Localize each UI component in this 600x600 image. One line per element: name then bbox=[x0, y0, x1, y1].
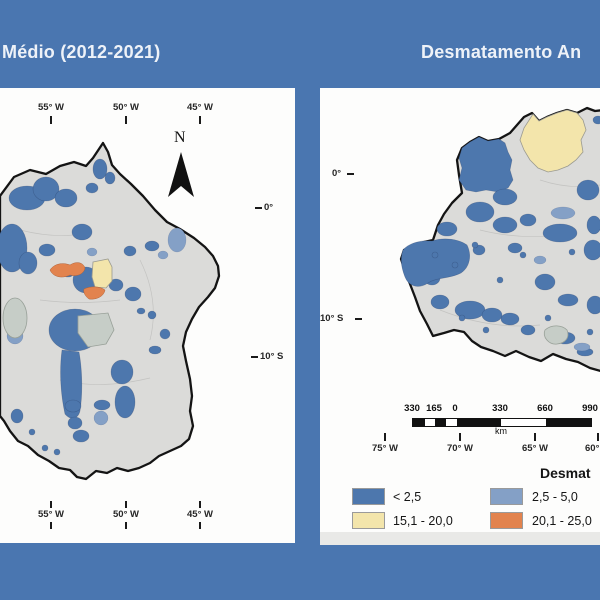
left-lat-label-10s: 10° S bbox=[260, 351, 284, 362]
scale-bar-segment bbox=[435, 419, 446, 426]
legend-label-25-50: 2,5 - 5,0 bbox=[532, 490, 578, 504]
right-bottom-tick-60w bbox=[597, 433, 599, 441]
left-bottom-lon-45w: 45° W bbox=[187, 509, 213, 520]
right-map-class-polygons bbox=[400, 109, 600, 357]
left-bottom-ticktop-50w bbox=[125, 501, 127, 508]
left-bottom-lon-55w: 55° W bbox=[38, 509, 64, 520]
left-bottom-ticktop-45w bbox=[199, 501, 201, 508]
scale-number-0: 0 bbox=[452, 403, 458, 414]
legend-swatch-151-200 bbox=[352, 512, 385, 529]
right-bottom-lon-65w: 65° W bbox=[522, 443, 548, 454]
left-top-lon-50w: 50° W bbox=[113, 102, 139, 113]
left-top-tick-45w bbox=[199, 116, 201, 124]
legend-label-lt25: < 2,5 bbox=[393, 490, 422, 504]
scale-unit-label: km bbox=[495, 426, 507, 436]
right-map bbox=[399, 106, 600, 373]
legend-swatch-201-250 bbox=[490, 512, 523, 529]
left-top-tick-50w bbox=[125, 116, 127, 124]
north-label: N bbox=[174, 129, 186, 146]
right-bottom-tick-70w bbox=[459, 433, 461, 441]
legend-title: Desmat bbox=[540, 465, 591, 481]
legend-label-151-200: 15,1 - 20,0 bbox=[393, 514, 453, 528]
left-bottom-ticktop-55w bbox=[50, 501, 52, 508]
scale-bar-segment bbox=[546, 419, 591, 426]
scale-number-330b: 330 bbox=[492, 403, 508, 414]
scale-bar bbox=[412, 418, 592, 427]
right-map-title: Desmatamento An bbox=[421, 42, 582, 62]
right-bottom-lon-70w: 70° W bbox=[447, 443, 473, 454]
scale-bar-segment bbox=[456, 419, 501, 426]
right-bottom-lon-60w: 60° W bbox=[585, 443, 600, 454]
left-map bbox=[0, 141, 221, 481]
left-top-lon-55w: 55° W bbox=[38, 102, 64, 113]
left-lat-tick-10s bbox=[251, 356, 258, 358]
right-lat-tick-10s bbox=[355, 318, 362, 320]
scale-number-990: 990 bbox=[582, 403, 598, 414]
left-top-tick-55w bbox=[50, 116, 52, 124]
scale-number-660: 660 bbox=[537, 403, 553, 414]
right-bottom-lon-75w: 75° W bbox=[372, 443, 398, 454]
scale-bar-segment bbox=[413, 419, 425, 426]
legend-label-201-250: 20,1 - 25,0 bbox=[532, 514, 592, 528]
right-lat-label-10s: 10° S bbox=[320, 313, 344, 324]
legend-swatch-25-50 bbox=[490, 488, 523, 505]
right-bottom-tick-75w bbox=[384, 433, 386, 441]
left-bottom-tickbot-45w bbox=[199, 522, 201, 529]
scale-number-330a: 330 bbox=[404, 403, 420, 414]
left-map-outline bbox=[0, 141, 221, 481]
scale-number-165: 165 bbox=[426, 403, 442, 414]
left-bottom-tickbot-55w bbox=[50, 522, 52, 529]
left-bottom-tickbot-50w bbox=[125, 522, 127, 529]
right-lat-label-0: 0° bbox=[332, 168, 342, 179]
left-lat-label-0: 0° bbox=[264, 202, 274, 213]
north-arrow-icon bbox=[168, 152, 194, 197]
left-bottom-lon-50w: 50° W bbox=[113, 509, 139, 520]
left-map-title: Médio (2012-2021) bbox=[2, 42, 161, 62]
right-bottom-tick-65w bbox=[534, 433, 536, 441]
legend-swatch-lt25 bbox=[352, 488, 385, 505]
left-top-lon-45w: 45° W bbox=[187, 102, 213, 113]
left-map-class-polygons bbox=[0, 158, 187, 456]
left-lat-tick-0 bbox=[255, 207, 262, 209]
right-panel-shadow bbox=[320, 532, 600, 545]
right-lat-tick-0 bbox=[347, 173, 354, 175]
